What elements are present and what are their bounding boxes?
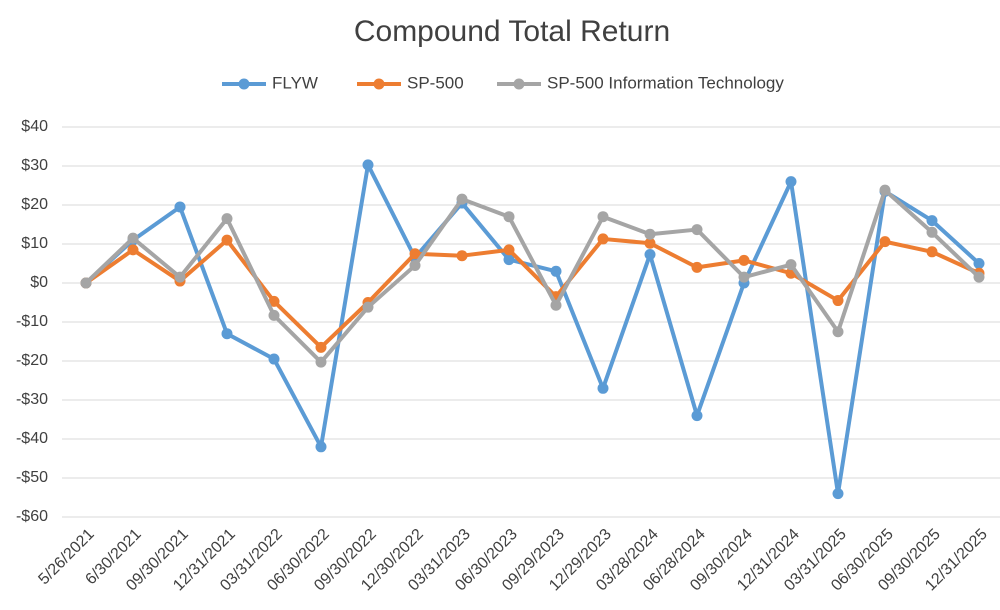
data-point [879,184,891,196]
y-tick-label: $10 [21,235,48,252]
data-point [597,382,609,394]
data-point [691,261,703,273]
data-point [879,236,891,248]
legend-label: SP-500 Information Technology [547,73,784,92]
data-point [362,301,374,313]
data-point [362,159,374,171]
y-tick-label: -$60 [16,508,48,525]
chart-title: Compound Total Return [354,15,670,48]
data-point [926,246,938,258]
data-point [550,299,562,311]
data-point [221,328,233,340]
y-tick-label: $40 [21,118,48,135]
data-point [597,233,609,245]
y-tick-label: -$30 [16,391,48,408]
y-tick-label: -$40 [16,430,48,447]
data-point [832,488,844,500]
data-point [832,295,844,307]
legend-marker [373,78,385,90]
data-point [409,259,421,271]
y-tick-label: $0 [30,274,48,291]
data-point [644,228,656,240]
data-point [127,244,139,256]
data-point [503,211,515,223]
data-point [832,326,844,338]
series-line [84,162,981,496]
data-point [456,193,468,205]
data-point [691,410,703,422]
data-point [926,226,938,238]
legend-marker [513,78,525,90]
legend-label: SP-500 [407,73,464,92]
data-point [597,211,609,223]
data-point [644,249,656,261]
data-point [174,271,186,283]
data-point [691,224,703,236]
data-point [644,237,656,249]
y-tick-label: -$20 [16,352,48,369]
legend-label: FLYW [272,73,318,92]
legend-marker [238,78,250,90]
data-point [409,248,421,260]
data-point [973,258,985,269]
series-line [84,236,980,350]
y-tick-label: -$50 [16,469,48,486]
data-point [503,244,515,256]
data-point [456,250,468,262]
data-point [550,265,562,277]
series-line [84,188,981,365]
data-point [738,271,750,283]
y-tick-label: $30 [21,157,48,174]
data-point [268,295,280,307]
data-point [926,215,938,227]
y-tick-label: -$10 [16,313,48,330]
data-point [221,213,233,225]
data-point [785,259,797,271]
data-point [127,232,139,244]
data-point [268,353,280,365]
data-point [503,254,515,266]
data-point [221,234,233,246]
data-point [973,271,985,283]
data-point [315,341,327,353]
data-point [80,277,92,289]
data-point [174,201,186,213]
data-point [268,309,280,321]
y-tick-label: $20 [21,196,48,213]
data-point [785,176,797,188]
data-point [315,356,327,368]
data-point [738,254,750,266]
data-point [315,441,327,453]
